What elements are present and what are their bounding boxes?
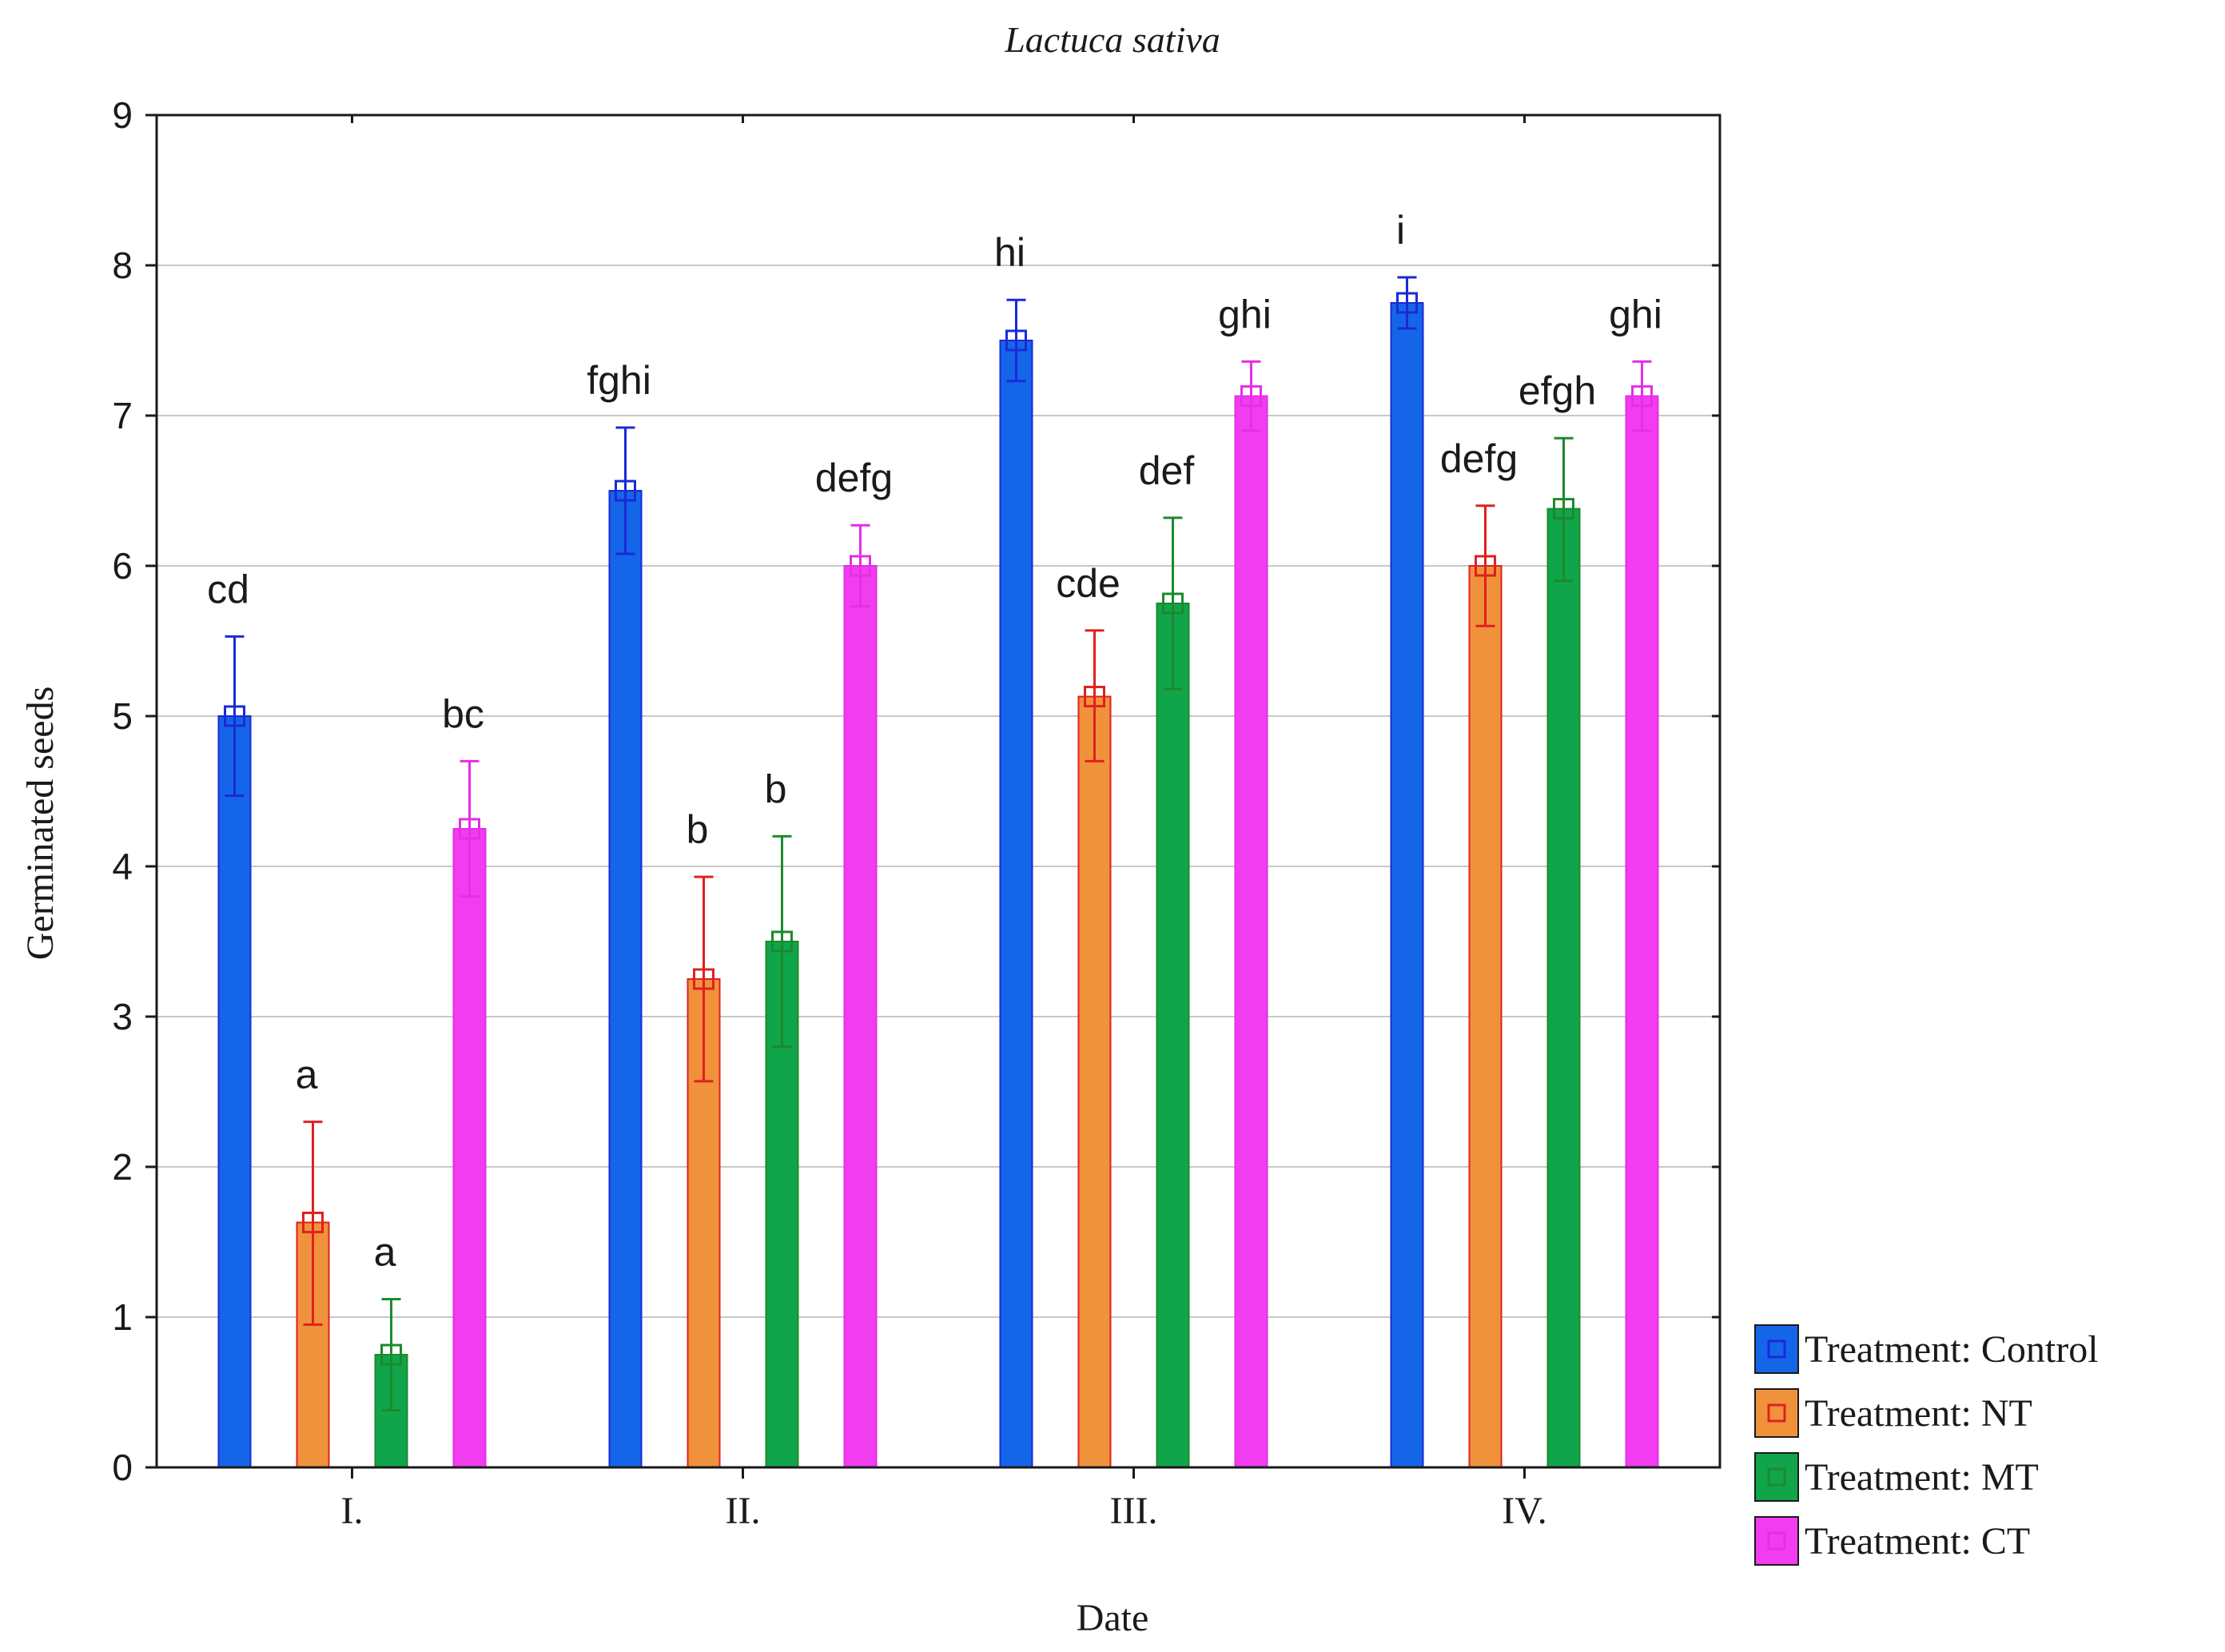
mean-marker xyxy=(615,480,636,502)
significance-letter: a xyxy=(296,1053,318,1097)
significance-letter: ghi xyxy=(1218,292,1272,336)
mean-marker xyxy=(771,930,793,953)
bar xyxy=(1468,565,1503,1468)
legend-label: Treatment: CT xyxy=(1805,1520,2030,1562)
bar xyxy=(1156,603,1190,1468)
y-axis-label: Germinated seeds xyxy=(19,687,62,961)
x-tick-label: II. xyxy=(726,1490,761,1532)
bar xyxy=(1390,302,1424,1468)
y-tick-label: 8 xyxy=(112,245,133,286)
significance-letter: cd xyxy=(207,567,249,611)
x-tick-label: IV. xyxy=(1502,1490,1546,1532)
significance-letter: b xyxy=(765,766,787,811)
bar xyxy=(1546,508,1581,1468)
mean-marker xyxy=(302,1212,324,1234)
mean-marker xyxy=(1084,686,1105,708)
legend-swatch xyxy=(1754,1324,1799,1374)
y-tick-label: 9 xyxy=(112,94,133,136)
significance-letter: defg xyxy=(815,456,893,500)
bars: cd fghi hi i a b cde defg a b def efgh bc defg ghi ghi xyxy=(207,208,1662,1469)
significance-letter: bc xyxy=(442,691,484,736)
bar xyxy=(1234,395,1268,1468)
chart-title: Lactuca sativa xyxy=(1004,19,1220,60)
mean-marker xyxy=(693,968,714,990)
y-tick-label: 2 xyxy=(112,1146,133,1188)
significance-letter: defg xyxy=(1440,436,1518,481)
y-tick-label: 0 xyxy=(112,1447,133,1488)
legend-swatch xyxy=(1754,1452,1799,1502)
legend-swatch xyxy=(1754,1516,1799,1566)
legend-marker xyxy=(1767,1467,1786,1487)
bar xyxy=(217,715,252,1468)
mean-marker xyxy=(1553,498,1574,520)
bar xyxy=(452,828,487,1468)
significance-letter: b xyxy=(687,807,709,852)
legend-label: Treatment: MT xyxy=(1805,1456,2039,1499)
legend-marker xyxy=(1767,1403,1786,1423)
mean-marker xyxy=(1631,385,1653,408)
legend-marker xyxy=(1767,1340,1786,1359)
legend-label: Treatment: Control xyxy=(1805,1328,2099,1371)
mean-marker xyxy=(224,705,245,727)
significance-letter: hi xyxy=(994,230,1025,275)
y-tick-label: 5 xyxy=(112,695,133,737)
x-tick-label: I. xyxy=(341,1490,364,1532)
x-tick-label: III. xyxy=(1110,1490,1158,1532)
y-tick-label: 3 xyxy=(112,996,133,1037)
mean-marker xyxy=(850,555,871,577)
mean-marker xyxy=(1162,592,1184,615)
legend-swatch xyxy=(1754,1388,1799,1438)
x-axis-label: Date xyxy=(1077,1597,1149,1639)
mean-marker xyxy=(1240,385,1262,408)
bar xyxy=(608,490,643,1468)
bar xyxy=(1625,395,1659,1468)
significance-letter: i xyxy=(1396,208,1405,253)
y-tick-label: 7 xyxy=(112,395,133,436)
plot-frame xyxy=(155,113,1721,1469)
significance-letter: efgh xyxy=(1518,368,1596,413)
significance-letter: fghi xyxy=(587,358,651,403)
significance-letter: ghi xyxy=(1609,292,1662,336)
significance-letter: cde xyxy=(1056,561,1120,606)
mean-marker xyxy=(1005,329,1027,352)
bar xyxy=(1077,695,1112,1468)
y-tick-label: 1 xyxy=(112,1296,133,1338)
bar xyxy=(999,340,1033,1468)
mean-marker xyxy=(1475,555,1496,577)
significance-letter: def xyxy=(1139,448,1195,493)
mean-marker xyxy=(1396,292,1418,314)
significance-letter: a xyxy=(374,1229,396,1274)
legend-marker xyxy=(1767,1531,1786,1550)
y-tick-label: 6 xyxy=(112,545,133,587)
mean-marker xyxy=(380,1343,402,1366)
grid-lines xyxy=(157,265,1720,1318)
legend-label: Treatment: NT xyxy=(1805,1392,2032,1435)
y-tick-label: 4 xyxy=(112,846,133,887)
mean-marker xyxy=(459,818,480,840)
legend: Treatment: Control Treatment: NT Treatment… xyxy=(1754,1324,2099,1566)
bar xyxy=(843,565,878,1468)
axes: 0 1 2 3 4 5 6 7 8 9 I. II. III. IV. xyxy=(112,94,1720,1532)
